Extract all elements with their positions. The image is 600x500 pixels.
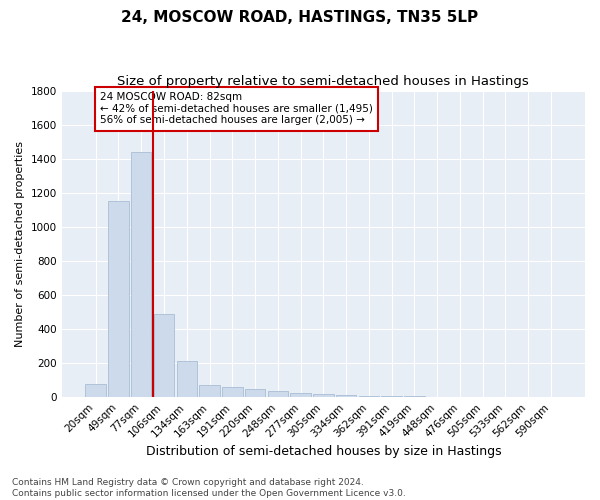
Bar (404, 396, 425, 397)
Title: Size of property relative to semi-detached houses in Hastings: Size of property relative to semi-detach… (118, 75, 529, 88)
Text: 24 MOSCOW ROAD: 82sqm
← 42% of semi-detached houses are smaller (1,495)
56% of s: 24 MOSCOW ROAD: 82sqm ← 42% of semi-deta… (100, 92, 373, 126)
Bar (222, 387, 242, 397)
Bar (449, 396, 470, 397)
Text: 24, MOSCOW ROAD, HASTINGS, TN35 5LP: 24, MOSCOW ROAD, HASTINGS, TN35 5LP (121, 10, 479, 25)
Bar (382, 396, 402, 397)
Bar (131, 152, 151, 397)
Text: Contains HM Land Registry data © Crown copyright and database right 2024.
Contai: Contains HM Land Registry data © Crown c… (12, 478, 406, 498)
Bar (245, 388, 265, 397)
Bar (268, 391, 288, 397)
Bar (290, 392, 311, 397)
Bar (85, 384, 106, 397)
Y-axis label: Number of semi-detached properties: Number of semi-detached properties (15, 141, 25, 347)
Bar (336, 394, 356, 397)
Bar (359, 396, 379, 397)
Bar (176, 362, 197, 397)
Bar (199, 386, 220, 397)
Bar (154, 314, 174, 397)
Bar (313, 394, 334, 397)
Bar (427, 396, 448, 397)
X-axis label: Distribution of semi-detached houses by size in Hastings: Distribution of semi-detached houses by … (146, 444, 501, 458)
Bar (108, 202, 129, 397)
